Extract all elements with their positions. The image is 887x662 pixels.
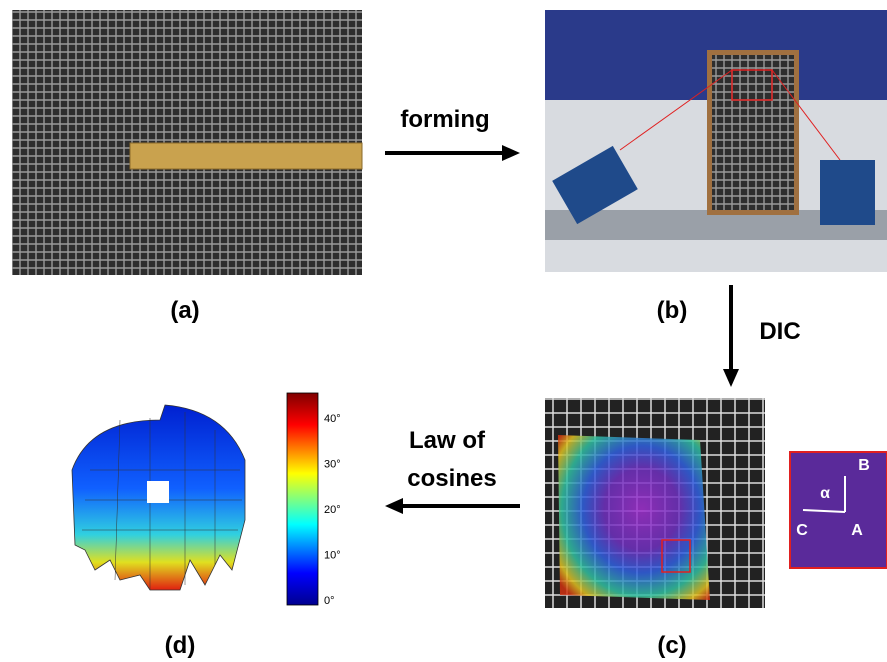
step-label: DIC	[759, 318, 800, 345]
colorbar-label: 30°	[324, 459, 341, 471]
colorbar	[287, 393, 318, 605]
colorbar-label: 10°	[324, 550, 341, 562]
step-label: forming	[400, 106, 489, 133]
panel-label: (c)	[657, 632, 686, 659]
inset-label: α	[820, 485, 830, 502]
step-label: cosines	[407, 465, 496, 492]
inset-label: B	[858, 457, 870, 474]
photo-c	[545, 398, 765, 608]
photo-b	[545, 10, 887, 272]
panel-label: (b)	[657, 297, 688, 324]
panel-label: (d)	[165, 632, 196, 659]
inset: B α C A	[790, 452, 887, 568]
arrow-head	[385, 498, 403, 514]
photo-a	[12, 10, 362, 275]
figure: forming (a) (b) DIC B α C A Law of cosin…	[0, 0, 887, 662]
colorbar-label: 40°	[324, 413, 341, 425]
arrow-head	[723, 369, 739, 387]
arrow-head	[502, 145, 520, 161]
colorbar-label: 20°	[324, 504, 341, 516]
colorbar-label: 0°	[324, 595, 335, 607]
inset-label: A	[851, 522, 863, 539]
dome-plot	[72, 405, 245, 590]
panel-label: (a)	[170, 297, 199, 324]
step-label: Law of	[409, 427, 486, 454]
inset-label: C	[796, 522, 808, 539]
